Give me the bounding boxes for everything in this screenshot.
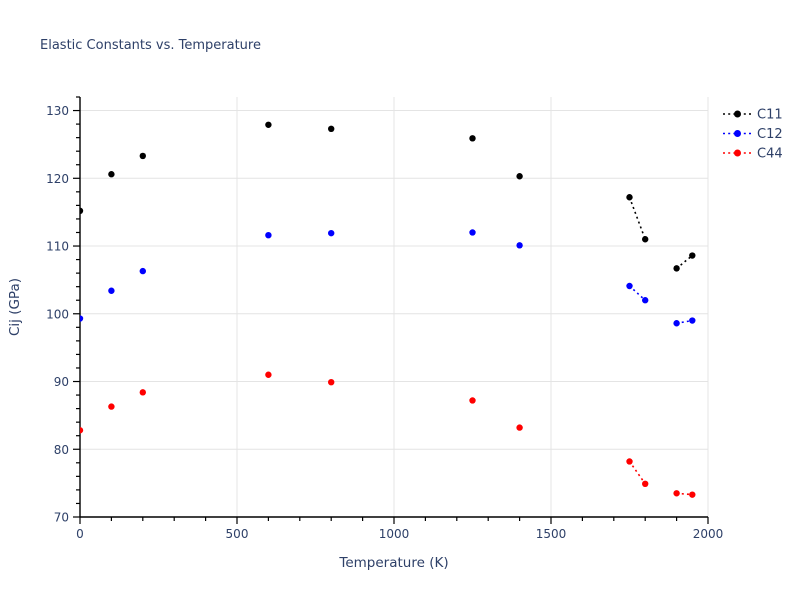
data-point-C12[interactable] [77,315,84,322]
chart-title: Elastic Constants vs. Temperature [40,38,261,53]
legend-item-C11[interactable]: C11 [723,108,783,123]
data-point-C44[interactable] [689,491,696,498]
series-C11 [77,121,696,272]
data-point-C12[interactable] [139,267,146,275]
data-point-C44[interactable] [469,397,476,404]
data-point-C11[interactable] [77,207,84,215]
data-point-C11[interactable] [469,135,476,142]
y-tick-label: 70 [54,511,69,525]
x-tick-label: 500 [226,527,249,541]
legend-label: C11 [757,108,783,123]
data-point-C44[interactable] [328,378,335,386]
data-point-C11[interactable] [689,252,696,259]
connector-line-C11 [676,254,693,270]
connector-line-C12 [628,285,646,301]
legend-item-C44[interactable]: C44 [723,147,783,162]
y-axis-label: Cij (GPa) [7,278,23,336]
data-point-C11[interactable] [516,173,523,180]
data-point-C11[interactable] [626,194,633,201]
data-point-C44[interactable] [626,458,633,465]
data-point-C44[interactable] [77,427,84,434]
plot-area [77,121,696,498]
data-point-C12[interactable] [328,229,335,237]
data-point-C12[interactable] [626,282,633,290]
connector-line-C44 [628,460,646,485]
data-point-C11[interactable] [108,171,115,178]
y-tick-label: 80 [54,443,69,457]
data-point-C11[interactable] [139,152,146,160]
series-C44 [77,371,696,498]
connector-line-C11 [628,196,646,240]
legend-marker [734,130,741,137]
data-point-C11[interactable] [673,265,680,272]
data-point-C11[interactable] [328,125,335,133]
x-tick-label: 0 [76,527,84,541]
y-tick-label: 100 [46,307,69,321]
legend-label: C12 [757,127,783,142]
x-tick-label: 2000 [693,527,724,541]
x-tick-label: 1000 [379,527,410,541]
y-tick-label: 130 [46,104,69,118]
data-point-C44[interactable] [265,371,272,378]
legend-label: C44 [757,147,783,162]
legend-marker [734,149,741,157]
data-point-C12[interactable] [689,317,696,324]
data-point-C44[interactable] [642,480,649,488]
y-tick-label: 110 [46,240,69,254]
data-point-C12[interactable] [469,229,476,236]
series-C12 [77,229,696,327]
data-point-C44[interactable] [108,403,115,410]
data-point-C44[interactable] [516,424,523,431]
data-point-C44[interactable] [673,490,680,497]
legend-marker [734,110,741,118]
x-tick-label: 1500 [536,527,567,541]
data-point-C11[interactable] [642,236,649,243]
data-point-C12[interactable] [265,231,272,239]
x-axis-label: Temperature (K) [338,555,448,571]
data-point-C12[interactable] [108,287,115,294]
data-point-C44[interactable] [139,389,146,396]
legend: C11 C12 C44 [723,108,783,162]
data-point-C12[interactable] [516,242,523,249]
y-tick-label: 120 [46,172,69,186]
y-tick-label: 90 [54,375,69,389]
data-point-C12[interactable] [642,297,649,304]
data-point-C11[interactable] [265,121,272,128]
data-point-C12[interactable] [673,320,680,327]
legend-item-C12[interactable]: C12 [723,127,783,142]
